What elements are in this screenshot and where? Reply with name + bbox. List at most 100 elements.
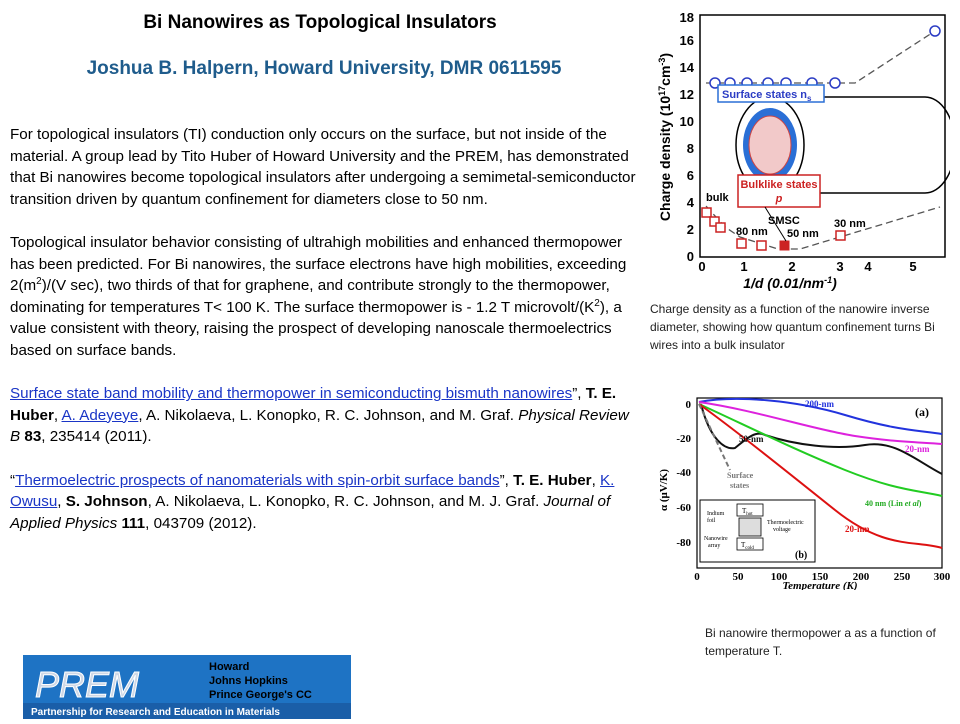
xtick-0: 0 xyxy=(698,259,705,274)
ref2-text-1: ”, xyxy=(499,471,514,489)
y2-tick-60: -60 xyxy=(676,502,691,514)
label-30nm: 30 nm xyxy=(834,218,866,230)
prem-wordmark: PREM xyxy=(35,664,139,705)
label-20nm-pink: 20-nm xyxy=(905,444,930,454)
inset-foil: foil xyxy=(707,517,716,524)
ytick-12: 12 xyxy=(680,87,694,102)
label-40nm: 40 nm (Lin et al) xyxy=(865,499,922,508)
bulk-point xyxy=(736,238,747,249)
ref2-text-3: , xyxy=(57,493,66,511)
ref2-author-2-link[interactable]: K. Owusu xyxy=(10,471,615,511)
paragraph-ti-behavior: Topological insulator behavior consistin… xyxy=(10,232,642,362)
reference-2: “Thermoelectric prospects of nanomateria… xyxy=(10,470,642,535)
bulk-core xyxy=(748,115,792,175)
x-axis-label: 1/d (0.01/nm-1) xyxy=(743,275,837,291)
y2-tick-40: -40 xyxy=(676,467,691,479)
para2-sup-2: 2 xyxy=(594,297,600,309)
ref1-text-4: , 235414 (2011). xyxy=(41,428,152,446)
x2-tick-0: 0 xyxy=(694,571,700,583)
ref2-link[interactable]: Thermoelectric prospects of nanomaterial… xyxy=(15,471,500,489)
ref1-text-2: , xyxy=(53,406,62,424)
reference-1: Surface state band mobility and thermopo… xyxy=(10,383,642,448)
prem-logo: PREM Howard Johns Hopkins Prince George'… xyxy=(23,655,351,719)
ytick-6: 6 xyxy=(687,168,694,183)
ytick-0: 0 xyxy=(687,249,694,264)
prem-logo-graphic: PREM Howard Johns Hopkins Prince George'… xyxy=(23,655,351,719)
curve-surface-states xyxy=(698,403,731,471)
curve-40nm xyxy=(698,403,943,497)
ref2-text-5: , 043709 (2012). xyxy=(145,514,257,532)
ref2-journal: Journal of Applied Physics xyxy=(10,493,611,532)
ref1-volume: 83 xyxy=(24,428,42,446)
xtick-3: 3 xyxy=(836,259,843,274)
ref1-journal: Physical Review B xyxy=(10,406,629,446)
x2-tick-150: 150 xyxy=(812,571,829,583)
y2-tick-80: -80 xyxy=(676,537,691,549)
para2-sup-1: 2 xyxy=(36,276,42,288)
main-text: For topological insulators (TI) conducti… xyxy=(10,124,642,556)
x2-tick-50: 50 xyxy=(733,571,745,583)
ref1-text-1: ”, xyxy=(572,385,586,403)
inset-wire-array xyxy=(738,517,762,537)
x2-tick-100: 100 xyxy=(771,571,788,583)
bulklike-label-box xyxy=(737,174,821,208)
ref1-text-3: , A. Nikolaeva, L. Konopko, R. C. Johnso… xyxy=(138,406,519,424)
ytick-10: 10 xyxy=(680,114,694,129)
bulklike-pointer xyxy=(764,206,787,242)
label-80nm: 80 nm xyxy=(736,226,768,238)
figure-charge-density: 0 2 4 6 8 10 12 14 16 18 0 1 2 3 4 5 1/d… xyxy=(657,10,950,291)
bulk-point xyxy=(756,240,767,251)
inset-thermo: Thermoelectric xyxy=(767,520,804,526)
inset-thot: Thot xyxy=(742,507,753,517)
page-title: Bi Nanowires as Topological Insulators xyxy=(143,12,497,33)
panel-a-label: (a) xyxy=(915,405,929,419)
curve-20nm-pink xyxy=(698,401,943,445)
ytick-16: 16 xyxy=(680,33,694,48)
ref1-author-1: T. E. Huber xyxy=(10,385,617,424)
inset-nanowire: Nanowire xyxy=(704,536,728,542)
inset-tcold: Tcold xyxy=(741,541,754,551)
xtick-2: 2 xyxy=(788,259,795,274)
label-20nm-red: 20-nm xyxy=(845,524,870,534)
ref2-open-quote: “ xyxy=(10,471,16,489)
smsc-label: SMSC xyxy=(768,215,800,227)
surface-point xyxy=(929,25,941,37)
ytick-14: 14 xyxy=(680,60,695,75)
bulk-label: bulk xyxy=(706,192,729,204)
inset-indium: Indium xyxy=(707,511,725,517)
ref1-link[interactable]: Surface state band mobility and thermopo… xyxy=(10,385,573,403)
surface-states-label: Surface states ns xyxy=(722,89,812,103)
xtick-5: 5 xyxy=(909,259,916,274)
y2-axis-label: α (μV/K) xyxy=(658,469,670,511)
inst-howard: Howard xyxy=(209,661,249,673)
nanowire-outline xyxy=(770,96,950,194)
paragraph-intro: For topological insulators (TI) conducti… xyxy=(10,126,636,208)
inset-thot-box xyxy=(736,503,764,517)
xtick-1: 1 xyxy=(740,259,747,274)
label-50nm: 50 nm xyxy=(787,228,819,240)
ref2-author-3: S. Johnson xyxy=(65,493,148,511)
prem-tagline: Partnership for Research and Education i… xyxy=(31,707,280,718)
inset-voltage: voltage xyxy=(773,527,791,533)
x2-axis-label: Temperature (K) xyxy=(782,580,857,590)
surface-label-box xyxy=(717,84,825,103)
label-50nm: 50-nm xyxy=(739,434,764,444)
figure1-caption: Charge density as a function of the nano… xyxy=(650,302,935,352)
x2-tick-250: 250 xyxy=(894,571,911,583)
ytick-8: 8 xyxy=(687,141,694,156)
inst-johns-hopkins: Johns Hopkins xyxy=(209,675,288,687)
figure2-caption: Bi nanowire thermopower a as a function … xyxy=(705,626,936,658)
curve-20nm-red xyxy=(698,403,943,549)
bulk-point xyxy=(701,207,712,218)
bulk-points xyxy=(701,207,846,251)
inset-array: array xyxy=(708,543,720,549)
bulk-point xyxy=(709,216,720,227)
inst-pgcc: Prince George's CC xyxy=(209,689,312,701)
curve-200nm xyxy=(698,397,943,435)
ref1-author-2-link[interactable]: A. Adeyeye xyxy=(61,406,139,424)
ytick-18: 18 xyxy=(680,10,694,25)
bulklike-states-label: Bulklike states xyxy=(740,179,817,191)
bulk-point xyxy=(715,222,726,233)
ref2-volume: 111 xyxy=(121,514,146,532)
x2-tick-200: 200 xyxy=(853,571,870,583)
